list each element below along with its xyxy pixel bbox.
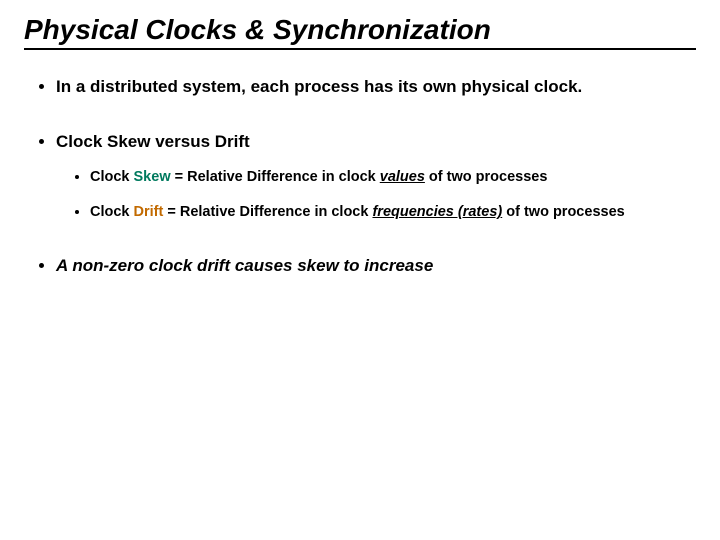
sub-bullet-list: Clock Skew = Relative Difference in cloc… [56,168,696,223]
sub-bullet-drift: Clock Drift = Relative Difference in clo… [90,203,696,223]
title-underline [24,48,696,50]
slide-title: Physical Clocks & Synchronization [24,14,696,46]
bullet-list: In a distributed system, each process ha… [24,76,696,278]
skew-post: of two processes [425,169,547,185]
bullet-1: In a distributed system, each process ha… [56,76,696,99]
skew-word: Skew [134,169,171,185]
skew-mid: = Relative Difference in clock [171,169,380,185]
drift-mid: = Relative Difference in clock [163,204,372,220]
bullet-2: Clock Skew versus Drift Clock Skew = Rel… [56,131,696,223]
bullet-1-text: In a distributed system, each process ha… [56,77,582,96]
drift-pre: Clock [90,204,134,220]
bullet-3-text: A non-zero clock drift causes skew to in… [56,256,433,275]
bullet-2-text: Clock Skew versus Drift [56,132,250,151]
slide: Physical Clocks & Synchronization In a d… [0,0,720,540]
skew-ital: values [380,169,425,185]
drift-word: Drift [134,204,164,220]
sub-bullet-skew: Clock Skew = Relative Difference in cloc… [90,168,696,188]
bullet-3: A non-zero clock drift causes skew to in… [56,255,696,278]
skew-pre: Clock [90,169,134,185]
drift-ital: frequencies (rates) [372,204,502,220]
drift-post: of two processes [502,204,624,220]
